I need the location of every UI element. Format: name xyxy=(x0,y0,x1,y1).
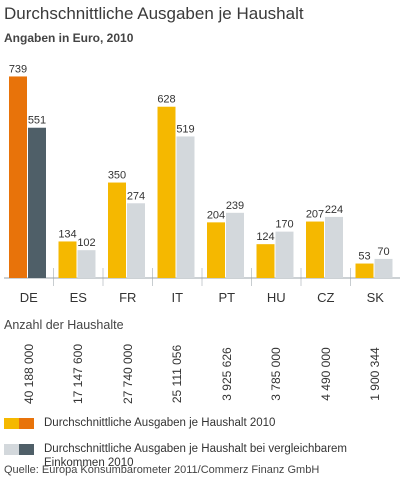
household-count: 1 900 344 xyxy=(368,336,382,412)
bar-hu-series-1 xyxy=(256,244,275,278)
legend-swatch-highlight xyxy=(19,444,34,455)
data-label: 739 xyxy=(9,63,27,75)
household-count: 40 188 000 xyxy=(22,336,36,412)
legend-item-series-2: Durchschnittliche Ausgaben je Haushalt b… xyxy=(4,442,396,472)
data-label: 239 xyxy=(226,200,244,212)
household-count: 27 740 000 xyxy=(121,336,135,412)
bar-es-series-1 xyxy=(58,241,77,278)
legend-swatch-highlight xyxy=(19,418,34,429)
bar-cz-series-1 xyxy=(306,221,324,278)
data-label: 134 xyxy=(58,228,76,240)
bar-pt-series-1 xyxy=(207,222,225,278)
household-count-value: 3 785 000 xyxy=(269,347,284,401)
x-tick-label: SK xyxy=(367,290,385,305)
household-count-value: 25 111 056 xyxy=(170,344,185,404)
household-count: 3 925 626 xyxy=(220,336,234,412)
household-count-value: 3 925 626 xyxy=(219,347,234,401)
household-count: 4 490 000 xyxy=(319,336,333,412)
household-count-value: 40 188 000 xyxy=(21,343,36,405)
x-tick-label: HU xyxy=(267,290,286,305)
legend-item-series-1: Durchschnittliche Ausgaben je Haushalt 2… xyxy=(4,416,396,442)
legend: Durchschnittliche Ausgaben je Haushalt 2… xyxy=(4,416,396,472)
chart-title: Durchschnittliche Ausgaben je Haushalt xyxy=(4,4,304,23)
bar-de-series-1 xyxy=(9,76,27,278)
legend-swatch-default xyxy=(4,444,19,455)
bar-it-series-1 xyxy=(157,106,176,279)
x-tick-label: IT xyxy=(171,290,183,305)
chart-subtitle: Angaben in Euro, 2010 xyxy=(4,31,134,45)
bar-sk-series-1 xyxy=(355,263,374,278)
x-tick-label: CZ xyxy=(317,290,334,305)
x-tick-label: ES xyxy=(70,290,88,305)
bar-fr-series-1 xyxy=(108,182,126,278)
household-count: 25 111 056 xyxy=(170,336,184,412)
household-count-value: 4 490 000 xyxy=(318,347,333,401)
bar-it-series-2 xyxy=(176,136,195,278)
household-count-value: 27 740 000 xyxy=(120,343,135,405)
x-tick-label: PT xyxy=(218,290,235,305)
household-count: 3 785 000 xyxy=(269,336,283,412)
bar-es-series-2 xyxy=(77,250,96,278)
data-label: 124 xyxy=(256,231,274,243)
data-label: 102 xyxy=(77,237,95,249)
households-row: 40 188 000 17 147 600 27 740 000 25 111 056… xyxy=(0,336,400,412)
bar-hu-series-2 xyxy=(275,231,294,278)
household-count-value: 17 147 600 xyxy=(71,343,86,405)
data-label: 224 xyxy=(325,204,343,216)
data-label: 170 xyxy=(275,219,293,231)
data-label: 628 xyxy=(157,94,175,106)
source-note: Quelle: Europa Konsumbarometer 2011/Comm… xyxy=(4,464,320,476)
data-label: 207 xyxy=(306,209,324,221)
legend-label: Durchschnittliche Ausgaben je Haushalt b… xyxy=(44,443,348,469)
legend-label: Durchschnittliche Ausgaben je Haushalt 2… xyxy=(44,417,276,429)
bar-de-series-2 xyxy=(28,127,46,279)
bar-pt-series-2 xyxy=(226,212,244,278)
data-label: 551 xyxy=(28,115,46,127)
data-label: 53 xyxy=(358,251,370,263)
household-count-value: 1 900 344 xyxy=(368,347,383,401)
x-tick-label: DE xyxy=(20,290,38,305)
data-label: 274 xyxy=(127,190,145,202)
legend-swatch-default xyxy=(4,418,19,429)
x-tick-label: FR xyxy=(119,290,136,305)
household-count: 17 147 600 xyxy=(71,336,85,412)
households-label: Anzahl der Haushalte xyxy=(4,318,124,332)
data-label: 70 xyxy=(377,246,389,258)
bar-fr-series-2 xyxy=(127,203,145,278)
data-label: 519 xyxy=(176,123,194,135)
bar-sk-series-2 xyxy=(374,258,393,278)
data-label: 350 xyxy=(108,170,126,182)
bar-cz-series-2 xyxy=(325,216,343,278)
data-label: 204 xyxy=(207,209,225,221)
